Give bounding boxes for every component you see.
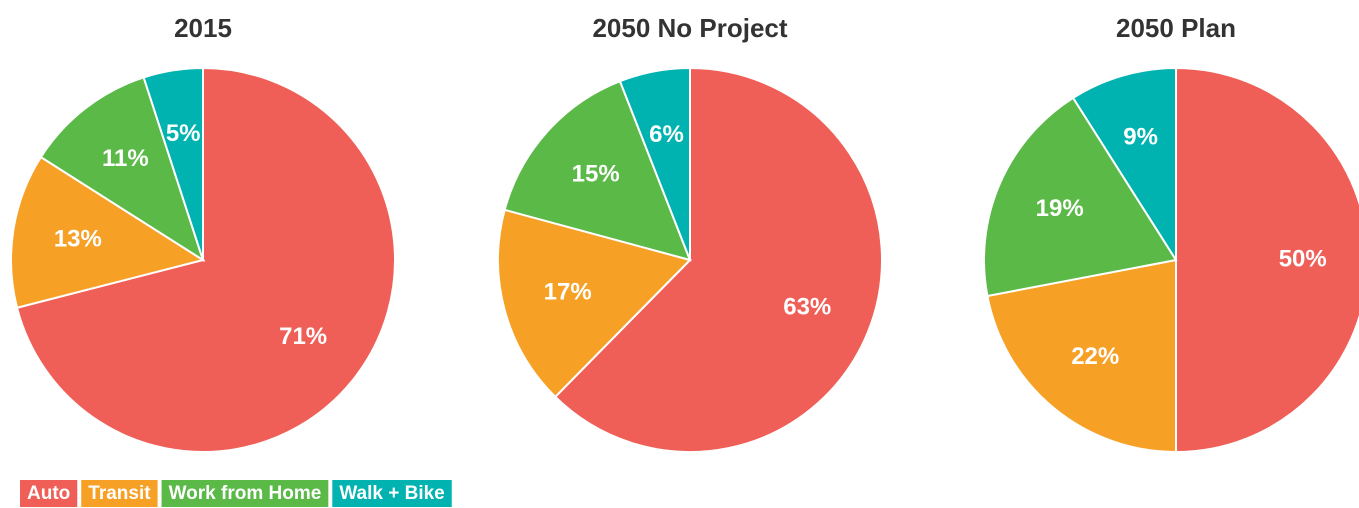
data-label: 15%	[572, 161, 620, 188]
legend-label: Work from Home	[169, 483, 322, 504]
pie-slice	[39, 76, 205, 263]
data-label: 6%	[649, 121, 684, 148]
data-label: 50%	[1279, 245, 1327, 272]
pie-slice	[497, 208, 692, 399]
legend-label: Transit	[88, 483, 151, 504]
data-label: 11%	[102, 145, 149, 172]
pie-slice	[503, 79, 692, 262]
data-label: 5%	[166, 120, 201, 147]
data-label: 19%	[1036, 195, 1084, 222]
data-label: 9%	[1123, 124, 1158, 151]
legend-swatch	[81, 480, 158, 507]
legend-swatch	[332, 480, 452, 507]
chart-title: 2050 No Project	[592, 13, 787, 43]
pie-slice	[1175, 66, 1359, 454]
data-label: 13%	[54, 226, 102, 253]
legend-swatch	[20, 480, 78, 507]
data-label: 22%	[1071, 343, 1119, 370]
pie-slice	[983, 96, 1178, 298]
legend-label: Walk + Bike	[339, 483, 444, 504]
pie-slice	[1071, 66, 1177, 264]
chart-title: 2015	[174, 13, 232, 43]
pie-slice	[553, 66, 883, 453]
legend-swatch	[161, 480, 329, 507]
pie-slice	[142, 66, 204, 261]
pie-slice	[15, 66, 396, 453]
pie-slice	[10, 155, 206, 309]
legend-label: Auto	[27, 483, 70, 504]
pie-slice	[618, 66, 691, 261]
data-label: 71%	[279, 323, 327, 350]
data-label: 63%	[783, 293, 831, 320]
chart-title: 2050 Plan	[1116, 13, 1236, 43]
pie-slice	[986, 258, 1177, 454]
data-label: 17%	[544, 278, 592, 305]
